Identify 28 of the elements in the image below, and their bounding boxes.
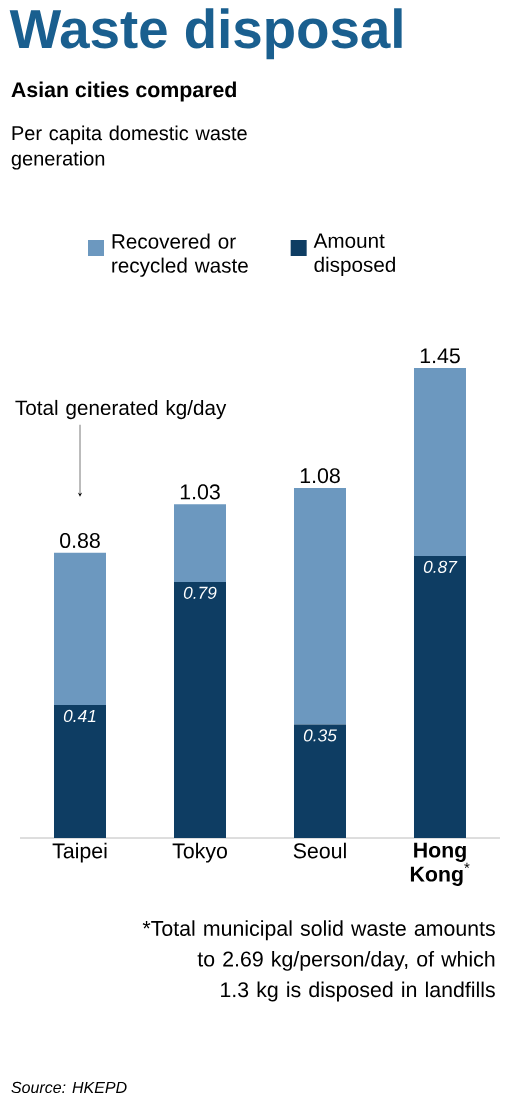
bar [174, 504, 226, 582]
text: *Total municipal solid waste amounts to 2.69 kg/person/day, of which 1.3 kg is disposed in landfills [142, 920, 495, 1002]
total-label: 0.88 [60, 532, 100, 549]
data-label: 0.41 [63, 709, 96, 723]
bar [54, 705, 106, 838]
bar [294, 487, 346, 725]
text: Per capita domestic waste generation [11, 125, 247, 170]
x-tick-label: Hong Kong$^{*}$ [410, 842, 470, 886]
legend-label: Amount disposed [313, 233, 395, 277]
annotation: Total generated kg/day [15, 399, 227, 420]
bar [54, 552, 106, 706]
x-tick-label: Tokyo [172, 842, 227, 863]
bar [413, 556, 466, 838]
chart-subtitle: Asian cities compared [11, 81, 236, 102]
data-label: 0.87 [423, 560, 458, 573]
bar [174, 581, 226, 838]
chart-title: Waste disposal [9, 8, 402, 60]
bar [294, 724, 346, 838]
source-note: Source: HKEPD [11, 1081, 127, 1094]
total-label: 1.45 [420, 348, 460, 364]
x-tick-label: Seoul [293, 842, 346, 859]
data-label: 0.35 [303, 729, 337, 742]
bar [413, 368, 466, 557]
legend-label: Recovered or recycled waste [112, 233, 248, 277]
data-label: 0.79 [183, 586, 217, 599]
total-label: 1.03 [180, 484, 220, 500]
x-tick-label: Taipei [52, 842, 107, 863]
total-label: 1.08 [300, 468, 340, 484]
